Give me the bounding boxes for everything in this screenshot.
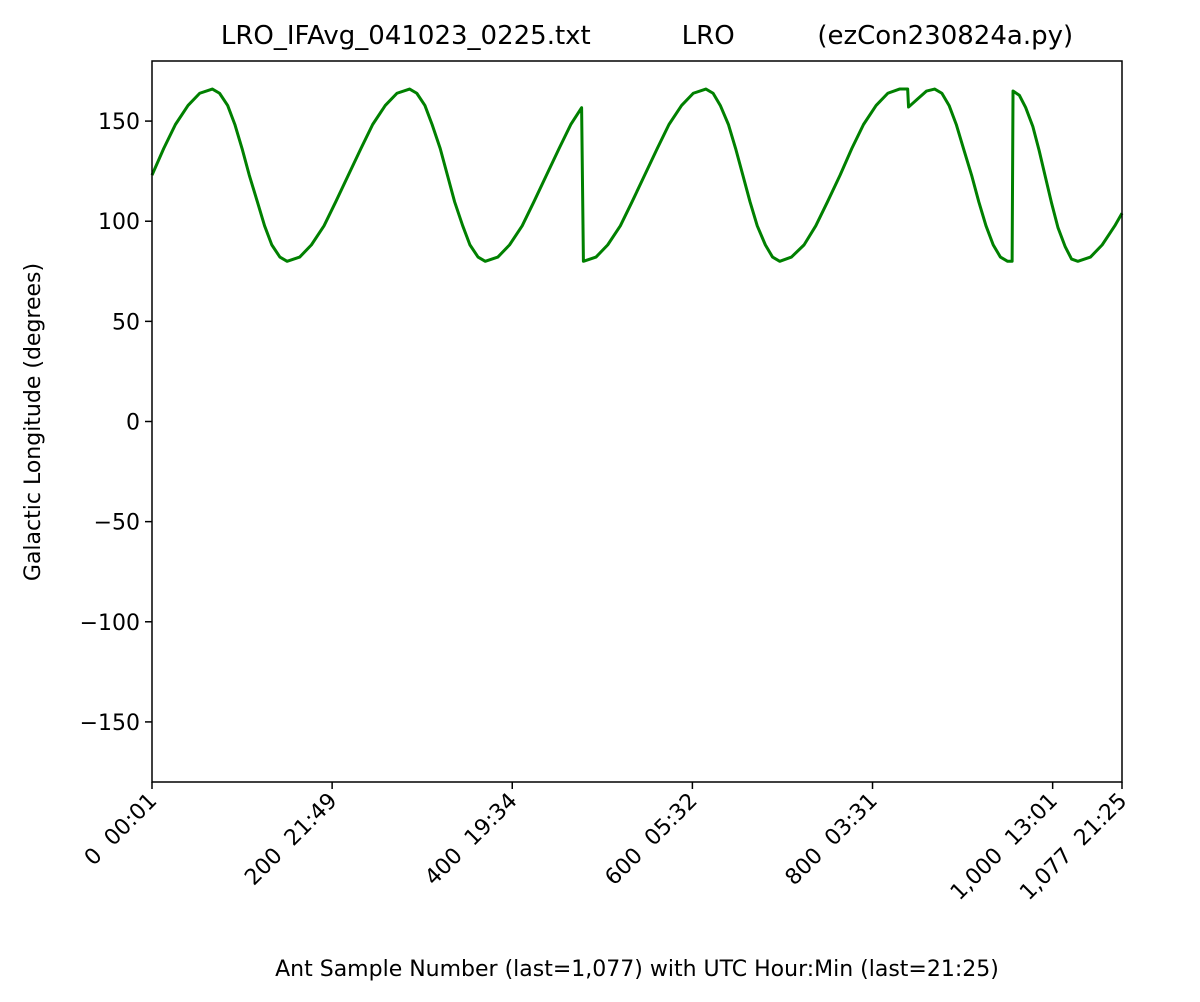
data-line	[150, 87, 1124, 263]
y-tick-label: 0	[126, 411, 140, 436]
y-tick-label: 50	[112, 310, 140, 335]
y-tick-label: −100	[80, 611, 140, 636]
y-tick-label: 150	[98, 110, 140, 135]
y-axis-label: Galactic Longitude (degrees)	[21, 263, 46, 581]
chart-title: LRO_IFAvg_041023_0225.txt LRO (ezCon2308…	[221, 21, 1073, 51]
y-tick-label: 100	[98, 210, 140, 235]
plot-frame	[151, 60, 1123, 783]
x-axis-label: Ant Sample Number (last=1,077) with UTC …	[275, 957, 999, 982]
y-tick-label: −50	[94, 511, 140, 536]
y-tick-label: −150	[80, 711, 140, 736]
